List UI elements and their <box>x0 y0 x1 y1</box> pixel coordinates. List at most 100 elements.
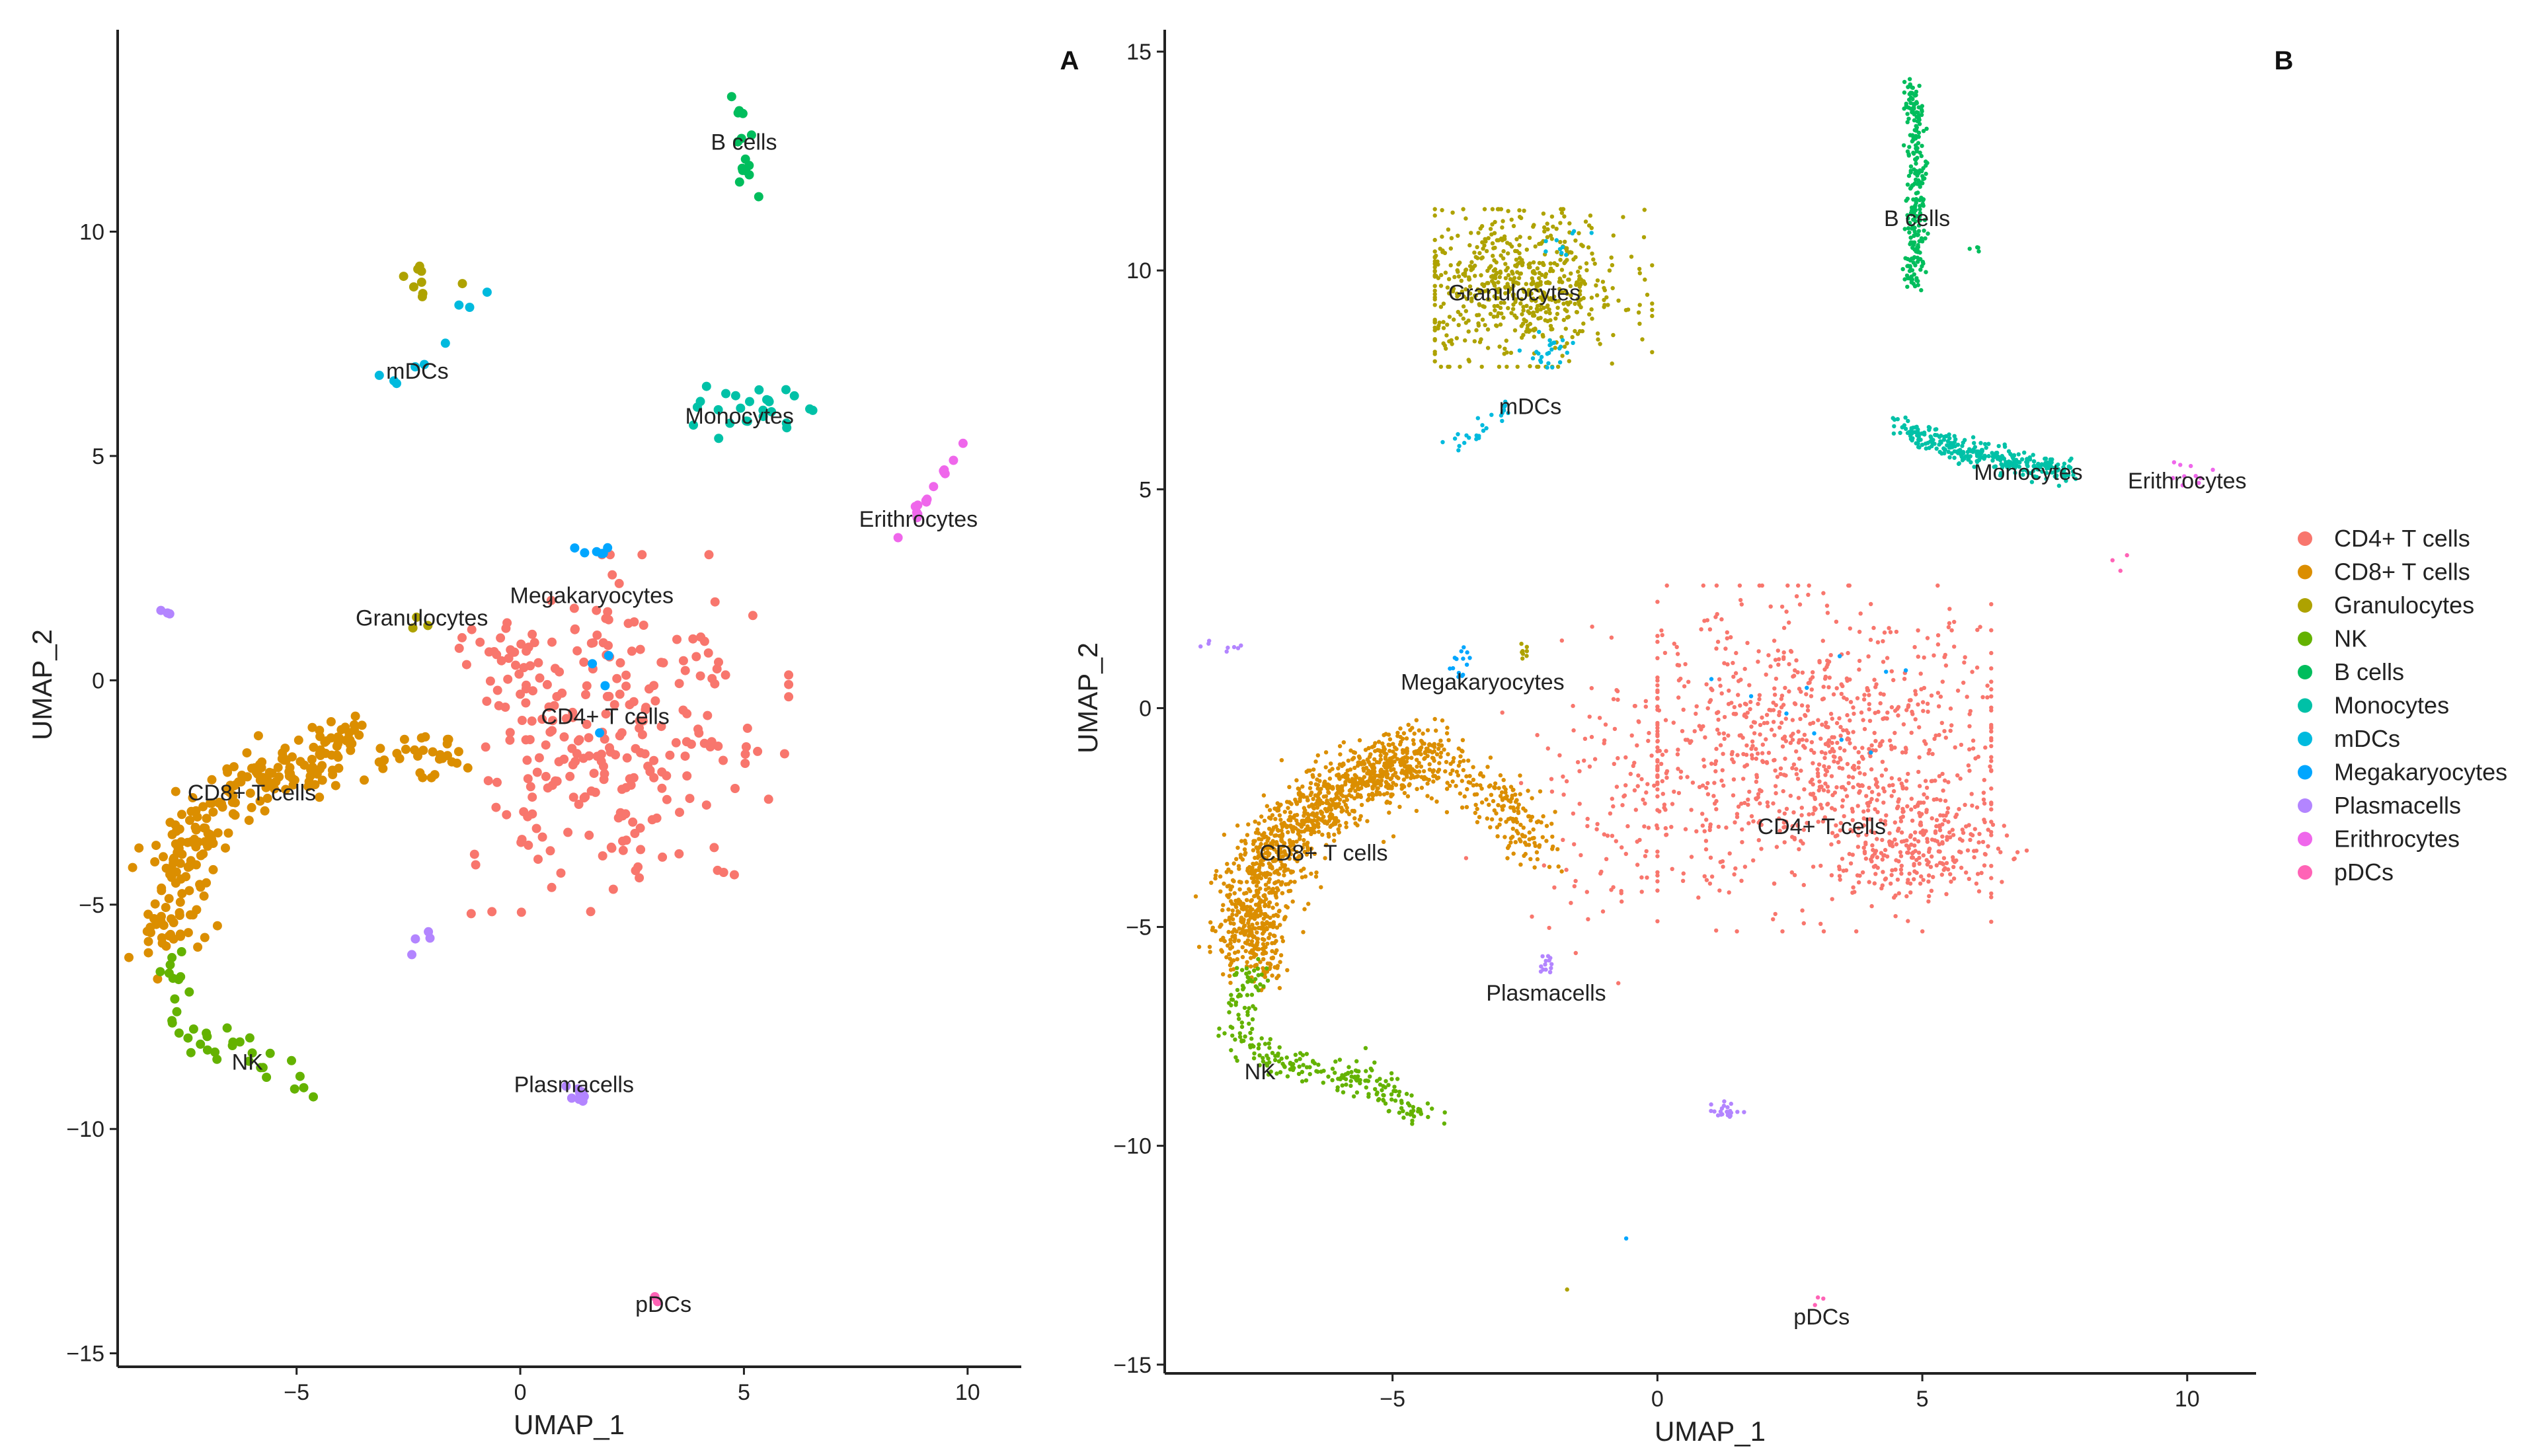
panel-b-point <box>1662 802 1667 807</box>
panel-b-point <box>1253 926 1257 931</box>
panel-b-point <box>1537 260 1542 266</box>
panel-b-point <box>1869 601 1873 607</box>
panel-b-point <box>1914 125 1919 130</box>
panel-a-point <box>595 728 605 738</box>
panel-b-point <box>1756 820 1761 825</box>
panel-a-point <box>309 742 319 752</box>
panel-b-point <box>1953 745 1957 750</box>
panel-b-point <box>1237 926 1242 931</box>
panel-b-point <box>1989 650 1994 656</box>
panel-b-point <box>2015 850 2020 855</box>
panel-b-point <box>1508 277 1513 282</box>
panel-b-point <box>1267 900 1272 905</box>
panel-b-point <box>1681 707 1686 712</box>
panel-b-point <box>1265 804 1270 808</box>
panel-b-point <box>1844 697 1849 702</box>
panel-b-point <box>1547 311 1552 315</box>
panel-b-point <box>1774 791 1778 796</box>
panel-b-point <box>1726 733 1731 738</box>
panel-b-point <box>1452 317 1456 322</box>
panel-b-point <box>1929 779 1934 784</box>
panel-b-point <box>1860 783 1865 788</box>
panel-a-cluster-label: mDCs <box>386 359 448 384</box>
panel-b-point <box>1244 966 1249 971</box>
panel-b-point <box>1514 798 1519 802</box>
panel-a-point <box>736 403 746 413</box>
panel-b-point <box>1655 704 1660 709</box>
panel-b-point <box>1821 591 1826 595</box>
panel-a-point <box>533 855 543 864</box>
panel-a-point <box>143 909 153 919</box>
panel-b-point <box>1319 885 1323 890</box>
panel-b-point <box>1469 231 1473 235</box>
panel-b-point <box>1971 447 1976 452</box>
panel-b-point <box>1872 730 1877 736</box>
panel-b-point <box>1893 893 1898 898</box>
panel-b-point <box>1756 792 1761 796</box>
panel-b-point <box>1612 726 1618 732</box>
panel-b-point <box>1905 196 1910 201</box>
panel-b-point <box>1367 754 1372 759</box>
panel-b-point <box>1565 309 1569 313</box>
panel-b-point <box>1391 749 1395 754</box>
panel-b-point <box>1493 786 1497 790</box>
panel-b-point <box>1559 250 1564 255</box>
panel-b-point <box>1417 728 1421 733</box>
panel-b-point <box>1249 993 1255 997</box>
panel-b-point <box>1230 878 1235 883</box>
panel-b-point <box>1898 819 1904 824</box>
panel-b-point <box>1531 270 1536 275</box>
panel-b-point <box>1550 326 1555 332</box>
panel-b-point <box>1259 900 1263 904</box>
panel-b-point <box>1883 822 1888 827</box>
panel-a-point <box>482 287 492 297</box>
panel-b-point <box>1438 364 1444 369</box>
panel-b-point <box>1904 894 1909 899</box>
panel-b-point <box>1841 728 1846 733</box>
panel-b-point <box>1285 1074 1290 1079</box>
panel-b-point <box>1564 252 1569 257</box>
panel-b-point <box>1725 630 1729 634</box>
panel-b-point <box>1275 808 1280 813</box>
panel-b-point <box>1432 284 1437 288</box>
panel-b-point <box>1610 263 1615 268</box>
panel-b-point <box>1655 696 1660 701</box>
panel-b-point <box>1735 815 1740 820</box>
panel-b-point <box>1340 788 1345 793</box>
panel-a-point <box>255 796 265 806</box>
panel-b-point <box>1314 870 1319 875</box>
panel-b-point <box>1399 771 1404 775</box>
panel-b-point <box>1663 718 1668 722</box>
panel-b-point <box>1948 706 1953 711</box>
panel-b-point <box>1670 802 1675 806</box>
panel-b-point <box>1934 427 1939 432</box>
panel-a-point <box>740 749 750 759</box>
panel-b-point <box>1573 255 1578 260</box>
panel-a-point <box>457 632 467 642</box>
panel-b-point <box>1302 842 1307 847</box>
panel-b-point <box>1527 830 1532 835</box>
panel-b-point <box>1906 153 1911 158</box>
panel-b-point <box>1718 860 1723 864</box>
panel-a-point <box>709 843 719 853</box>
panel-b-point <box>1804 738 1809 743</box>
panel-b-point <box>1876 709 1881 714</box>
panel-b-point <box>1912 644 1917 650</box>
panel-b-point <box>1960 827 1965 832</box>
panel-b-point <box>1360 760 1365 765</box>
panel-b-point <box>1893 746 1897 750</box>
panel-b-point <box>1259 814 1264 819</box>
panel-b-point <box>1501 778 1506 783</box>
panel-b-point <box>1280 891 1285 896</box>
panel-b-point <box>1781 825 1786 830</box>
panel-b-point <box>1266 853 1271 858</box>
panel-b-point <box>1986 827 1990 832</box>
panel-b-point <box>1549 266 1553 271</box>
panel-b-point <box>1688 740 1692 746</box>
panel-b-point <box>1270 1051 1275 1055</box>
panel-b-point <box>1731 711 1736 716</box>
panel-b-point <box>1460 779 1464 783</box>
panel-b-point <box>1296 792 1302 797</box>
panel-a-point <box>710 597 720 607</box>
panel-b-point <box>1793 702 1798 707</box>
